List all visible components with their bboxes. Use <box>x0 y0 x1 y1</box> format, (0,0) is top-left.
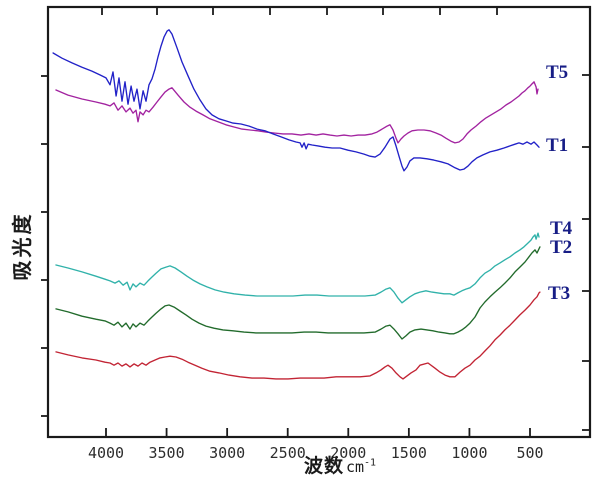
spectrum-line-T2 <box>55 246 541 340</box>
x-tick-label: 500 <box>516 444 543 462</box>
x-axis-unit-exponent: -1 <box>364 457 377 469</box>
spectrum-line-T3 <box>55 291 541 380</box>
x-axis-title-text: 波数 <box>303 455 344 477</box>
x-tick-label: 1500 <box>391 444 427 462</box>
series-label-T2: T2 <box>550 237 572 258</box>
x-tick-label: 3500 <box>149 444 185 462</box>
series-label-T4: T4 <box>550 218 573 239</box>
x-axis-unit: cm <box>345 458 365 476</box>
x-tick-label: 1000 <box>451 444 487 462</box>
spectrum-line-T4 <box>55 232 540 304</box>
series-label-T3: T3 <box>548 283 570 304</box>
plot-frame <box>46 5 592 439</box>
x-tick-label: 2000 <box>330 444 366 462</box>
x-tick-label: 2500 <box>270 444 306 462</box>
x-axis-title: 波数 cm-1 <box>250 451 430 478</box>
series-label-T5: T5 <box>546 62 568 83</box>
series-label-T1: T1 <box>546 135 568 156</box>
spectrum-line-T5 <box>55 81 539 144</box>
x-tick-label: 3000 <box>209 444 245 462</box>
spectrum-line-T1 <box>52 29 540 172</box>
y-axis-title: 吸光度 <box>10 211 34 281</box>
x-tick-label: 4000 <box>88 444 124 462</box>
